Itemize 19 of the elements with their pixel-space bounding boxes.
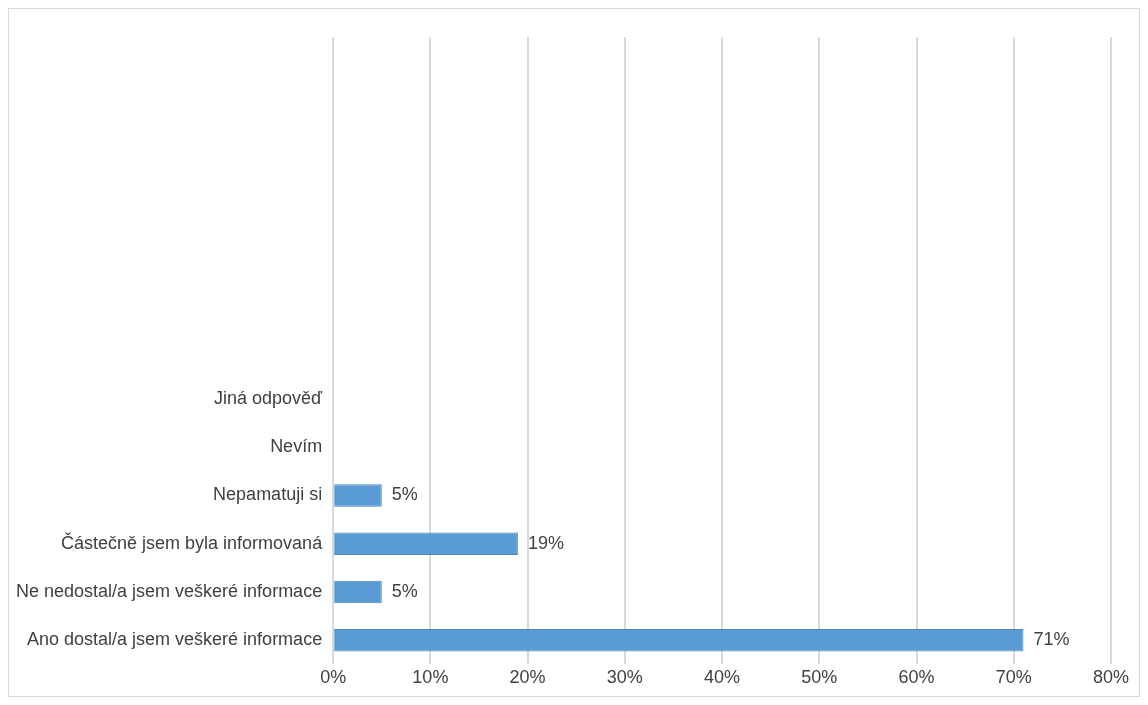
x-tick-label: 0% [320,667,347,688]
data-label: 5% [391,484,418,505]
x-tick-label: 80% [1092,667,1130,688]
x-tick-label: 40% [704,667,741,688]
y-tick-label: Částečně jsem byla informovaná [61,531,324,553]
data-label: 5% [391,580,418,601]
y-tick-label: Jiná odpověď [214,387,324,408]
x-tick-label: 20% [509,667,546,688]
x-tick-label: 70% [995,667,1032,688]
x-tick-label: 30% [606,667,643,688]
data-label: 71% [1033,629,1070,650]
x-tick-label: 50% [801,667,838,688]
y-tick-label: Ano dostal/a jsem veškeré informace [27,629,323,650]
y-tick-label: Nepamatuji si [213,484,323,505]
y-tick-label: Ne nedostal/a jsem veškeré informace [16,580,323,601]
y-tick-label: Nevím [270,436,323,457]
x-tick-label: 60% [898,667,935,688]
data-label: 19% [527,532,564,553]
x-tick-label: 10% [412,667,449,688]
